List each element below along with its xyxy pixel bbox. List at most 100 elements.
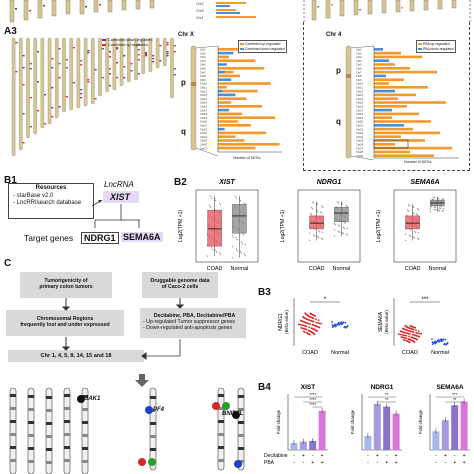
b2-point — [308, 232, 311, 235]
a3-deg-mark — [29, 63, 32, 65]
c-chromosome-band — [218, 420, 224, 423]
b3-sig-label: *** — [421, 297, 429, 303]
chr4-band-label: Chr6 — [356, 67, 362, 71]
b3-point-coad — [310, 330, 312, 333]
b3-point-coad — [415, 334, 418, 337]
a3-deg-mark — [80, 60, 83, 62]
b2-point — [316, 203, 319, 206]
b2-point — [235, 248, 238, 250]
c-chromosome-band — [46, 396, 52, 399]
b3-point-coad — [402, 334, 405, 337]
chrx-band-label: Chr23 — [200, 131, 208, 135]
b2-point — [432, 196, 435, 199]
b4-pba-sign: - — [444, 460, 446, 466]
chrx-bar-up — [218, 101, 232, 104]
b2-point — [316, 235, 319, 238]
a3-deg-mark — [116, 62, 119, 64]
b4-title: SEMA6A — [436, 384, 463, 391]
chr4-band-label: Chr27 — [356, 146, 364, 150]
b4-decitabine-sign: + — [444, 453, 447, 459]
b2-point — [344, 222, 347, 224]
b2-group-label: Normal — [429, 266, 447, 272]
c-chromosome — [237, 387, 245, 471]
chrx-ideogram — [190, 45, 197, 151]
a3-deg-mark — [80, 97, 83, 99]
svg-text:Chr2: Chr2 — [196, 2, 204, 6]
a3-deg-mark — [22, 142, 25, 144]
chr4-band-label: Chr13 — [356, 93, 364, 97]
c-box-4-line-1: Decitabine, PBA, Decitabine/PBA — [153, 313, 236, 320]
b3-point-coad — [409, 333, 411, 335]
a3-deg-mark — [109, 73, 111, 75]
b2-point — [413, 230, 416, 233]
b4-bar — [373, 403, 381, 450]
a3-deg-mark — [101, 48, 104, 50]
chr4-band-label: Chr25 — [356, 139, 364, 143]
a3-deg-mark — [109, 68, 111, 70]
a3-deg-mark — [123, 55, 126, 57]
a3-deg-mark — [87, 52, 90, 54]
b2-title: NDRG1 — [317, 179, 342, 186]
b2-point — [417, 232, 420, 234]
b3-point-coad — [400, 336, 403, 338]
a3-chromosome — [55, 37, 59, 119]
a3-deg-mark — [73, 82, 75, 84]
b3-point-coad — [299, 323, 302, 326]
b2-point — [441, 198, 444, 200]
c-box-4-line-3: - Down-regulated anti-apoptosis genes — [143, 324, 233, 331]
a3-deg-mark — [51, 87, 54, 89]
b2-point — [242, 234, 245, 236]
chr4-band-label: Chr12 — [356, 89, 364, 93]
a3-deg-mark — [173, 68, 176, 70]
chrx-band-label: Chr2 — [200, 51, 206, 55]
b3-point-coad — [320, 322, 323, 325]
chr4-band-label: Chr26 — [356, 143, 364, 147]
chrx-band-label: Chr8 — [200, 74, 206, 78]
chrx-bar-up — [218, 139, 245, 142]
b3-point-coad — [311, 331, 314, 334]
b2-point — [412, 213, 415, 215]
b2-point — [416, 237, 419, 239]
a3-chromosome — [18, 37, 23, 151]
chr4-bar-up — [374, 55, 422, 59]
b4-pba-sign: - — [302, 460, 304, 466]
c-gene-dot — [222, 402, 230, 410]
chrx-band-label: Chr11 — [200, 86, 207, 90]
a3-deg-mark — [109, 51, 111, 53]
chr4-band-label: Chr18 — [356, 112, 364, 116]
c-gene-dot — [232, 411, 240, 419]
b3-point-normal — [444, 342, 446, 345]
b2-point — [240, 252, 243, 255]
c-chromosome-band — [46, 448, 52, 451]
chrx-bar-down — [218, 78, 232, 81]
b3-point-coad — [317, 326, 320, 328]
b4-bar — [299, 441, 307, 450]
b1-gene-2: SEMA6A — [121, 232, 163, 242]
b2-point — [442, 207, 445, 210]
a3-chromosome — [98, 37, 102, 97]
b3-point-coad — [308, 315, 311, 318]
b2-point — [321, 238, 324, 240]
chr4-band-label: Chr10 — [356, 82, 364, 86]
b2-point — [231, 234, 234, 237]
c-gene-dot — [145, 406, 153, 414]
b4-decitabine-sign: - — [435, 453, 437, 459]
b2-point — [308, 239, 311, 242]
b4-sig-label: ** — [385, 392, 389, 397]
b2-point — [345, 233, 348, 235]
b2-point — [415, 213, 418, 215]
b2-point — [236, 239, 239, 241]
b3-point-normal — [440, 338, 443, 341]
b1-xist-label: XIST — [110, 192, 131, 202]
a3-deg-mark — [58, 77, 61, 79]
b3-point-coad — [415, 331, 418, 334]
b3-point-coad — [407, 329, 410, 332]
a3-deg-mark — [166, 55, 169, 57]
chr4-band-label: Chr11 — [356, 86, 363, 90]
a3-deg-mark — [130, 63, 133, 65]
c-chromosome-band — [64, 459, 70, 462]
c-chromosome-band — [82, 460, 88, 463]
b3-point-coad — [311, 327, 314, 330]
